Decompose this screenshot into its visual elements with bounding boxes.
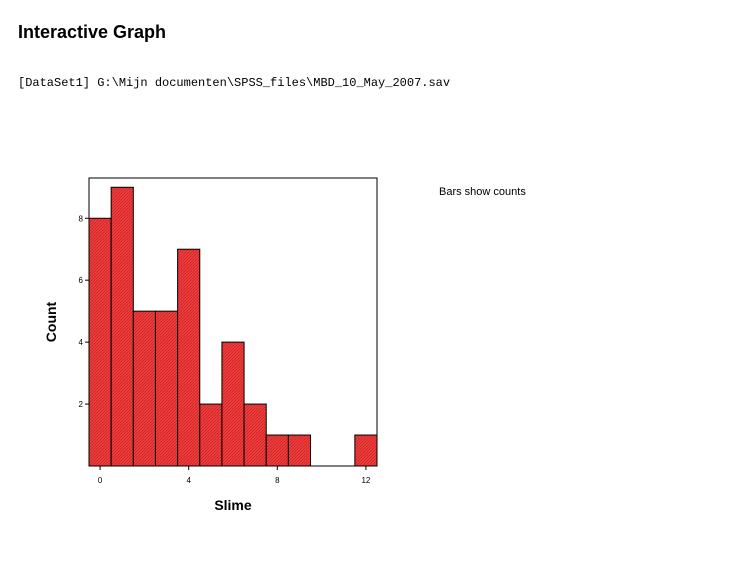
page-title: Interactive Graph	[18, 22, 167, 42]
histogram-bar	[354, 434, 378, 467]
histogram-bar	[177, 248, 201, 467]
x-axis-ticks: 0 4 8 12	[98, 466, 371, 485]
histogram-bar	[88, 217, 112, 467]
histogram-bar	[110, 186, 134, 467]
x-tick-label: 12	[361, 476, 370, 485]
histogram-bar	[243, 403, 267, 467]
histogram-bar	[287, 434, 312, 467]
x-tick-label: 8	[275, 476, 280, 485]
y-tick-label: 6	[79, 276, 84, 285]
y-axis-label: Count	[43, 301, 59, 342]
y-tick-label: 2	[79, 400, 84, 409]
x-tick-label: 0	[98, 476, 103, 485]
y-tick-label: 8	[79, 214, 84, 223]
y-tick-label: 4	[79, 338, 84, 347]
histogram-bar	[221, 341, 245, 467]
dataset-path: [DataSet1] G:\Mijn documenten\SPSS_files…	[18, 76, 451, 90]
bars-group	[88, 186, 378, 467]
chart-note: Bars show counts	[439, 186, 526, 198]
x-axis-label: Slime	[214, 497, 252, 513]
histogram-bar	[154, 310, 179, 467]
y-axis-ticks: 2 4 6 8	[79, 214, 89, 409]
histogram-bar	[265, 434, 289, 467]
histogram-bar	[132, 310, 156, 467]
x-tick-label: 4	[186, 476, 191, 485]
histogram-bar	[199, 403, 223, 467]
